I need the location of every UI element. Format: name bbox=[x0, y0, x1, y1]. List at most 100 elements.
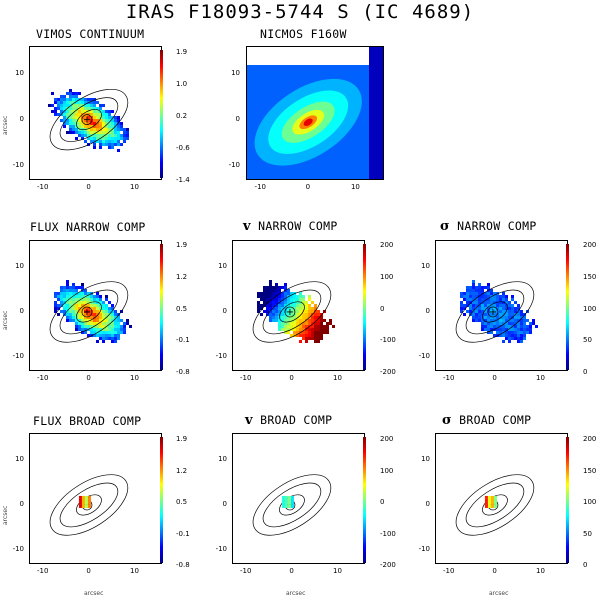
colorbar-tick-label: 0 bbox=[380, 498, 385, 506]
y-tick-label: 0 bbox=[19, 114, 24, 123]
colorbar-tick-label: 50 bbox=[583, 529, 592, 538]
sigma-broad-map bbox=[435, 433, 568, 564]
x-tick-label: -10 bbox=[37, 567, 49, 575]
colorbar-tick-label: -0.8 bbox=[176, 561, 190, 569]
x-tick-label: 10 bbox=[333, 374, 342, 382]
colorbar-tick-label: 1.9 bbox=[176, 48, 188, 56]
y-tick-label: 10 bbox=[218, 262, 227, 271]
panel-title-flux-narrow: FLUX NARROW COMP bbox=[30, 220, 146, 234]
panel-title-sigma-broad: σ BROAD COMP bbox=[442, 413, 532, 428]
colorbar-tick-label: 0.5 bbox=[176, 304, 188, 313]
colorbar-tick-label: 100 bbox=[380, 272, 394, 281]
colorbar-flux-narrow bbox=[160, 244, 163, 370]
y-tick-label: 10 bbox=[15, 262, 24, 271]
x-tick-label: 0 bbox=[289, 374, 294, 382]
colorbar-tick-label: 200 bbox=[380, 435, 394, 443]
x-tick-label: -10 bbox=[443, 374, 455, 382]
y-tick-label: -10 bbox=[215, 352, 227, 361]
colorbar-tick-label: 1.2 bbox=[176, 272, 188, 281]
panel-title-v-narrow: v NARROW COMP bbox=[243, 219, 338, 234]
flux-narrow-map bbox=[29, 240, 162, 371]
sigma-narrow-map bbox=[435, 240, 568, 371]
colorbar-tick-label: 200 bbox=[583, 435, 597, 443]
y-tick-label: -10 bbox=[418, 545, 430, 554]
y-axis-label: arcsec bbox=[2, 115, 9, 135]
colorbar-tick-label: 150 bbox=[583, 272, 597, 281]
y-tick-label: -10 bbox=[12, 161, 24, 170]
colorbar-tick-label: 1.9 bbox=[176, 241, 188, 249]
colorbar-tick-label: 1.2 bbox=[176, 466, 188, 475]
x-tick-label: 0 bbox=[492, 374, 497, 382]
v-broad-map bbox=[232, 433, 365, 564]
y-tick-label: 10 bbox=[15, 455, 24, 464]
x-tick-label: 10 bbox=[333, 567, 342, 575]
y-tick-label: -10 bbox=[418, 352, 430, 361]
colorbar-tick-label: -0.1 bbox=[176, 529, 190, 538]
x-tick-label: 0 bbox=[289, 567, 294, 575]
colorbar-tick-label: 100 bbox=[380, 466, 394, 475]
y-tick-label: 0 bbox=[222, 500, 227, 509]
colorbar-tick-label: 0 bbox=[583, 561, 588, 569]
colorbar-tick-label: 0 bbox=[380, 304, 385, 313]
v-narrow-map bbox=[232, 240, 365, 371]
y-axis-label: arcsec bbox=[2, 505, 9, 525]
colorbar-tick-label: 200 bbox=[583, 241, 597, 249]
colorbar-flux-broad bbox=[160, 437, 163, 563]
flux-broad-map bbox=[29, 433, 162, 564]
x-tick-label: 10 bbox=[130, 374, 139, 382]
x-tick-label: -10 bbox=[37, 183, 49, 191]
colorbar-v-broad bbox=[363, 437, 366, 563]
colorbar-v-narrow bbox=[363, 244, 366, 370]
x-tick-label: 10 bbox=[350, 183, 360, 191]
colorbar-tick-label: -0.8 bbox=[176, 368, 190, 376]
y-tick-label: -10 bbox=[12, 352, 24, 361]
vimos-continuum-map bbox=[29, 46, 162, 180]
y-tick-label: 0 bbox=[222, 307, 227, 316]
colorbar-tick-label: 0.5 bbox=[176, 498, 188, 506]
x-tick-label: 0 bbox=[86, 567, 91, 575]
colorbar-vimos bbox=[160, 50, 163, 178]
y-tick-label: 10 bbox=[421, 262, 430, 271]
y-tick-label: -10 bbox=[228, 161, 240, 170]
y-tick-label: 0 bbox=[19, 307, 24, 316]
colorbar-tick-label: 0.2 bbox=[176, 112, 188, 120]
panel-title-sigma-narrow: σ NARROW COMP bbox=[440, 219, 537, 234]
colorbar-tick-label: -100 bbox=[380, 336, 396, 345]
colorbar-tick-label: -200 bbox=[380, 368, 396, 376]
colorbar-tick-label: -200 bbox=[380, 561, 396, 569]
y-tick-label: 10 bbox=[231, 68, 240, 77]
y-tick-label: 10 bbox=[218, 455, 227, 464]
panel-title-flux-broad: FLUX BROAD COMP bbox=[33, 414, 142, 428]
x-tick-label: 0 bbox=[305, 183, 311, 191]
x-axis-label: arcsec bbox=[286, 590, 306, 597]
x-tick-label: 10 bbox=[536, 567, 545, 575]
colorbar-tick-label: 0 bbox=[583, 368, 588, 376]
figure-title: IRAS F18093-5744 S (IC 4689) bbox=[125, 1, 475, 23]
colorbar-tick-label: 100 bbox=[583, 304, 597, 313]
x-tick-label: -10 bbox=[37, 374, 49, 382]
colorbar-tick-label: 150 bbox=[583, 466, 597, 475]
panel-title-vimos-continuum: VIMOS CONTINUUM bbox=[36, 27, 145, 41]
colorbar-tick-label: 200 bbox=[380, 241, 394, 249]
colorbar-tick-label: 1.9 bbox=[176, 435, 188, 443]
x-axis-label: arcsec bbox=[489, 590, 509, 597]
panel-title-v-broad: v BROAD COMP bbox=[245, 413, 333, 428]
x-tick-label: -10 bbox=[254, 183, 266, 191]
y-tick-label: 0 bbox=[235, 114, 240, 123]
colorbar-sigma-broad bbox=[566, 437, 569, 563]
x-tick-label: 10 bbox=[130, 183, 139, 191]
x-tick-label: 0 bbox=[492, 567, 497, 575]
y-tick-label: 0 bbox=[425, 500, 430, 509]
colorbar-tick-label: 100 bbox=[583, 498, 597, 506]
x-tick-label: 10 bbox=[536, 374, 545, 382]
y-tick-label: 10 bbox=[421, 455, 430, 464]
x-tick-label: -10 bbox=[240, 567, 252, 575]
colorbar-tick-label: 1.0 bbox=[176, 80, 188, 88]
x-axis-label: arcsec bbox=[84, 590, 104, 597]
panel-title-nicmos-f160w: NICMOS F160W bbox=[260, 27, 347, 41]
colorbar-sigma-narrow bbox=[566, 244, 569, 370]
y-tick-label: -10 bbox=[12, 545, 24, 554]
colorbar-tick-label: 50 bbox=[583, 336, 592, 345]
colorbar-tick-label: -1.4 bbox=[176, 176, 190, 184]
x-tick-label: 0 bbox=[86, 374, 91, 382]
